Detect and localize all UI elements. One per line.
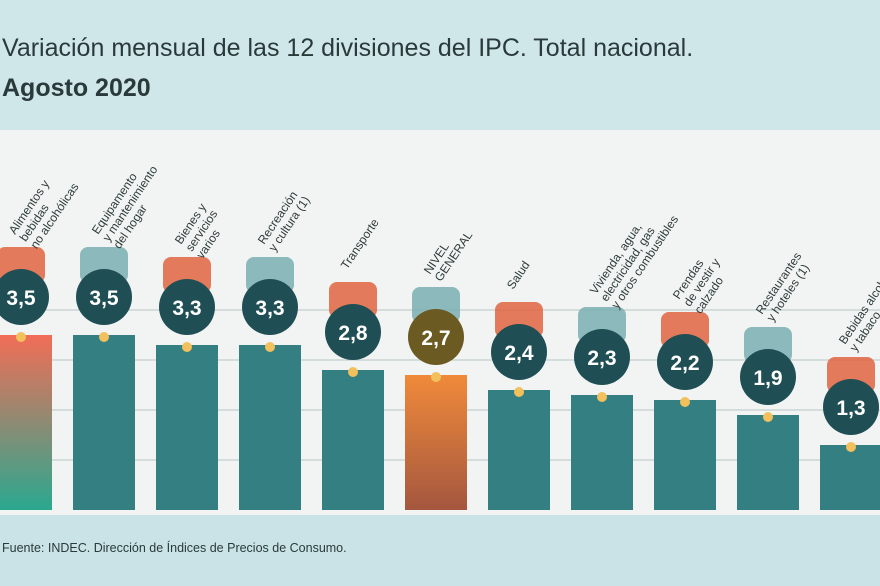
value-badge: [574, 329, 630, 385]
bar: [322, 370, 384, 510]
value-label: 1,9: [753, 367, 782, 390]
value-badge: [0, 269, 49, 325]
bar-marker-dot: [763, 412, 773, 422]
bar: [654, 400, 716, 510]
bar-group: 1,9: [737, 327, 799, 510]
bar-marker-dot: [348, 367, 358, 377]
category-label: Recreacióny cultura (1): [255, 186, 313, 254]
value-label: 3,3: [255, 297, 284, 320]
category-label: Transporte: [338, 216, 382, 272]
bar: [571, 395, 633, 510]
bar-marker-dot: [182, 342, 192, 352]
category-label: Bebidas alcohólicasy tabaco: [836, 251, 880, 354]
category-label: Prendasde vestir ycalzado: [670, 249, 734, 317]
bar-group: 1,3: [820, 357, 880, 510]
bar-marker-dot: [431, 372, 441, 382]
value-label: 3,3: [172, 297, 201, 320]
bar-group: 2,4: [488, 302, 550, 510]
bar-group: 3,5: [0, 247, 52, 510]
value-badge: [740, 349, 796, 405]
chart-subtitle: Agosto 2020: [2, 74, 151, 102]
category-label: Vivienda, agua,electricidad, gasy otros …: [587, 198, 681, 311]
value-label: 2,8: [338, 322, 368, 345]
category-label: Bienes yserviciosvarios: [172, 200, 231, 261]
bar-marker-dot: [680, 397, 690, 407]
value-badge: [408, 309, 464, 365]
bar: [0, 335, 52, 510]
bar-group: 3,5: [73, 247, 135, 510]
value-label: 2,7: [421, 327, 450, 350]
value-label: 1,3: [836, 397, 865, 420]
bar-marker-dot: [514, 387, 524, 397]
value-badge: [242, 279, 298, 335]
value-label: 2,3: [587, 347, 616, 370]
category-label: Equipamentoy mantenimientodel hogar: [89, 156, 172, 252]
value-label: 2,2: [670, 352, 699, 375]
bar-chart: 3,5 3,5 3,3 3,3 2,8 2,7 2,4 2,3 2,2 1,9 1,3 Alimen…: [0, 156, 880, 510]
bar: [737, 415, 799, 510]
bar-marker-dot: [597, 392, 607, 402]
bar-group: 2,8: [322, 282, 384, 510]
value-label: 3,5: [89, 287, 119, 310]
category-label: Alimentos ybebidasno alcohólicas: [6, 166, 82, 251]
value-label: 2,4: [504, 342, 534, 365]
bar-marker-dot: [99, 332, 109, 342]
bar: [73, 335, 135, 510]
bar-marker-dot: [846, 442, 856, 452]
chart-title: Variación mensual de las 12 divisiones d…: [2, 34, 694, 62]
bar: [405, 375, 467, 510]
value-badge: [76, 269, 132, 325]
bar-group: 2,2: [654, 312, 716, 510]
plot-area: 3,5 3,5 3,3 3,3 2,8 2,7 2,4 2,3 2,2 1,9 1,3 Alimen…: [0, 130, 880, 515]
bar: [488, 390, 550, 510]
category-label: Salud: [504, 258, 533, 291]
bar: [156, 345, 218, 510]
value-badge: [823, 379, 879, 435]
bar-group: 2,3: [571, 307, 633, 510]
title-block: Variación mensual de las 12 divisiones d…: [0, 0, 880, 130]
value-badge: [491, 324, 547, 380]
bar-group: 3,3: [156, 257, 218, 510]
source-note: Fuente: INDEC. Dirección de Índices de P…: [2, 541, 347, 555]
bar-group: 3,3: [239, 257, 301, 510]
bar: [239, 345, 301, 510]
category-label: Restaurantesy hoteles (1): [753, 250, 815, 324]
bar-group: 2,7: [405, 287, 467, 510]
bar-marker-dot: [16, 332, 26, 342]
bars: 3,5 3,5 3,3 3,3 2,8 2,7 2,4 2,3 2,2 1,9 1,3: [0, 247, 880, 510]
value-badge: [657, 334, 713, 390]
value-badge: [159, 279, 215, 335]
value-badge: [325, 304, 381, 360]
value-label: 3,5: [6, 287, 36, 310]
category-label: NIVELGENERAL: [421, 221, 476, 284]
bar: [820, 445, 880, 510]
bar-marker-dot: [265, 342, 275, 352]
